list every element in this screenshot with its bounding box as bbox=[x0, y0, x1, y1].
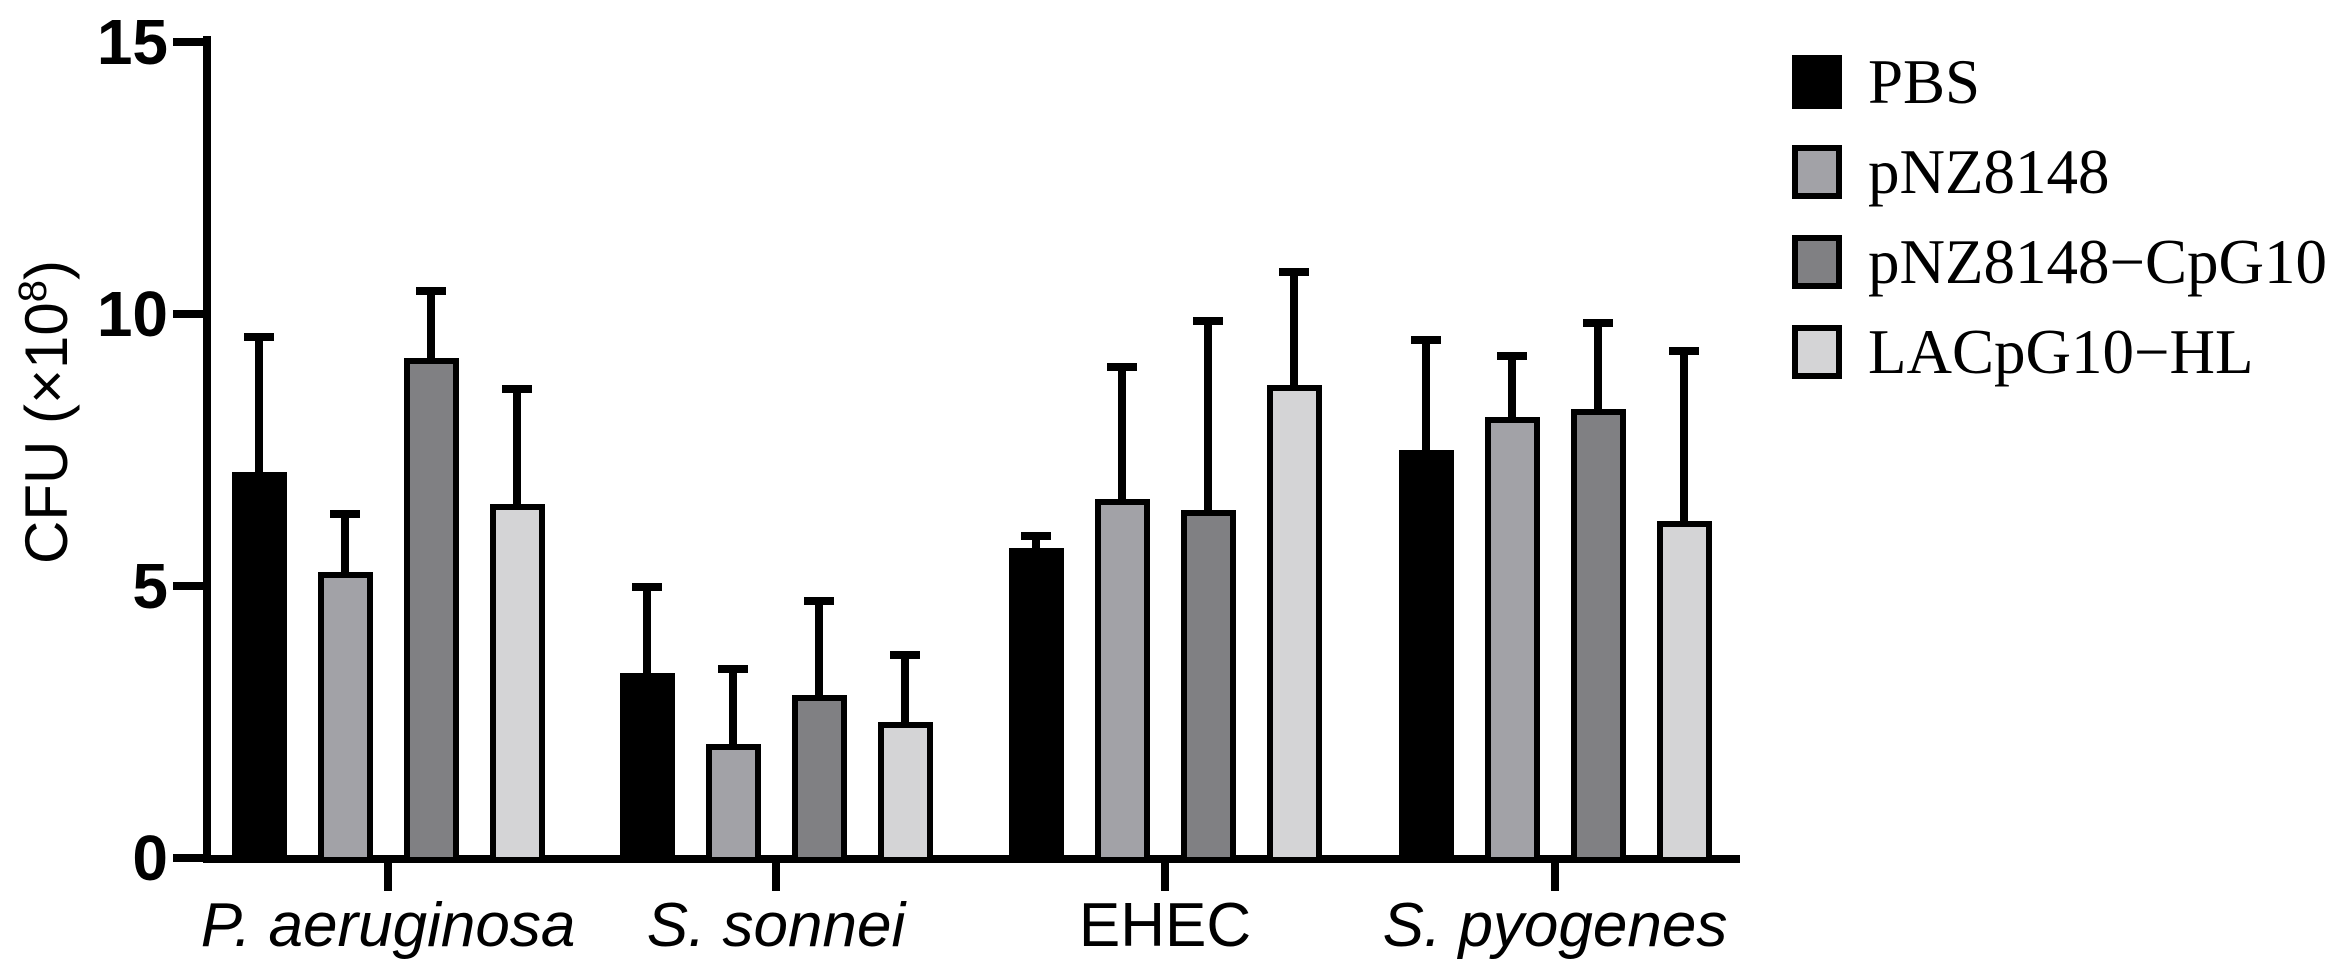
error-whisker-pnz8148 bbox=[341, 509, 349, 573]
error-cap-pbs bbox=[632, 583, 662, 592]
y-tick-10 bbox=[173, 310, 203, 318]
bar-pnz8148 bbox=[1095, 498, 1150, 863]
error-cap-pbs bbox=[1021, 531, 1051, 540]
legend-item-lacpg10-hl: LACpG10−HL bbox=[1792, 317, 2254, 387]
error-whisker-pbs bbox=[255, 333, 263, 472]
y-tick-label-10: 10 bbox=[96, 278, 168, 350]
error-cap-pbs bbox=[244, 333, 274, 342]
legend-item-pnz8148-cpg10: pNZ8148−CpG10 bbox=[1792, 227, 2328, 297]
bar-lacpg10-hl bbox=[1267, 384, 1322, 863]
error-cap-pnz8148-cpg10 bbox=[1583, 319, 1613, 328]
error-whisker-lacpg10-hl bbox=[1290, 267, 1298, 385]
bar-pnz8148 bbox=[706, 743, 761, 863]
y-tick-0 bbox=[173, 854, 203, 862]
bar-pnz8148 bbox=[318, 572, 373, 863]
bar-pbs bbox=[232, 471, 287, 863]
error-cap-pnz8148 bbox=[718, 664, 748, 673]
error-whisker-lacpg10-hl bbox=[1680, 346, 1688, 521]
legend-item-pnz8148: pNZ8148 bbox=[1792, 137, 2110, 207]
y-tick-label-0: 0 bbox=[132, 822, 168, 894]
bar-pnz8148-cpg10 bbox=[792, 694, 847, 863]
y-tick-5 bbox=[173, 582, 203, 590]
error-whisker-pnz8148 bbox=[1118, 362, 1126, 499]
error-cap-pnz8148 bbox=[1497, 352, 1527, 361]
bar-lacpg10-hl bbox=[490, 504, 545, 863]
category-label-p-aeruginosa: P. aeruginosa bbox=[200, 891, 576, 960]
error-whisker-pnz8148 bbox=[729, 664, 737, 744]
x-tick-ehec bbox=[1161, 858, 1169, 891]
error-whisker-pnz8148 bbox=[1508, 352, 1516, 418]
x-tick-s-sonnei bbox=[772, 858, 780, 891]
error-whisker-pnz8148-cpg10 bbox=[427, 286, 435, 358]
error-whisker-pnz8148-cpg10 bbox=[1204, 316, 1212, 510]
error-cap-pnz8148-cpg10 bbox=[416, 286, 446, 295]
error-cap-lacpg10-hl bbox=[1669, 346, 1699, 355]
legend-label-pnz8148-cpg10: pNZ8148−CpG10 bbox=[1868, 227, 2328, 297]
legend-item-pbs: PBS bbox=[1792, 47, 1981, 117]
error-whisker-pnz8148-cpg10 bbox=[815, 596, 823, 695]
error-whisker-pnz8148-cpg10 bbox=[1594, 319, 1602, 410]
y-axis-line bbox=[203, 36, 211, 863]
bar-lacpg10-hl bbox=[1657, 520, 1712, 863]
error-cap-pnz8148 bbox=[1107, 362, 1137, 371]
bar-pnz8148 bbox=[1485, 417, 1540, 863]
y-tick-label-15: 15 bbox=[96, 6, 168, 78]
legend-swatch-pnz8148 bbox=[1792, 145, 1842, 199]
y-tick-label-5: 5 bbox=[132, 550, 168, 622]
legend-label-pbs: PBS bbox=[1868, 47, 1981, 117]
legend-label-pnz8148: pNZ8148 bbox=[1868, 137, 2110, 207]
error-cap-pbs bbox=[1411, 335, 1441, 344]
error-whisker-lacpg10-hl bbox=[901, 651, 909, 722]
bar-pnz8148-cpg10 bbox=[404, 357, 459, 863]
x-tick-s-pyogenes bbox=[1551, 858, 1559, 891]
category-label-s-sonnei: S. sonnei bbox=[646, 891, 906, 960]
legend-swatch-lacpg10-hl bbox=[1792, 325, 1842, 379]
bar-pbs bbox=[1399, 450, 1454, 863]
error-cap-lacpg10-hl bbox=[1279, 267, 1309, 276]
error-whisker-lacpg10-hl bbox=[513, 384, 521, 505]
y-tick-15 bbox=[173, 38, 203, 46]
bar-lacpg10-hl bbox=[878, 722, 933, 863]
error-cap-pnz8148-cpg10 bbox=[804, 596, 834, 605]
error-whisker-pbs bbox=[1032, 531, 1040, 548]
error-whisker-pbs bbox=[1422, 335, 1430, 450]
bar-pnz8148-cpg10 bbox=[1181, 509, 1236, 863]
error-cap-lacpg10-hl bbox=[890, 651, 920, 660]
bar-pbs bbox=[1009, 547, 1064, 863]
bar-pnz8148-cpg10 bbox=[1571, 409, 1626, 863]
bar-pbs bbox=[620, 673, 675, 863]
error-cap-lacpg10-hl bbox=[502, 384, 532, 393]
x-tick-p-aeruginosa bbox=[384, 858, 392, 891]
category-label-s-pyogenes: S. pyogenes bbox=[1382, 891, 1728, 960]
legend-swatch-pbs bbox=[1792, 55, 1842, 109]
category-label-ehec: EHEC bbox=[1078, 891, 1252, 960]
error-whisker-pbs bbox=[643, 583, 651, 674]
x-axis-line bbox=[203, 855, 1740, 863]
legend-label-lacpg10-hl: LACpG10−HL bbox=[1868, 317, 2254, 387]
legend-swatch-pnz8148-cpg10 bbox=[1792, 235, 1842, 289]
error-cap-pnz8148-cpg10 bbox=[1193, 316, 1223, 325]
error-cap-pnz8148 bbox=[330, 509, 360, 518]
